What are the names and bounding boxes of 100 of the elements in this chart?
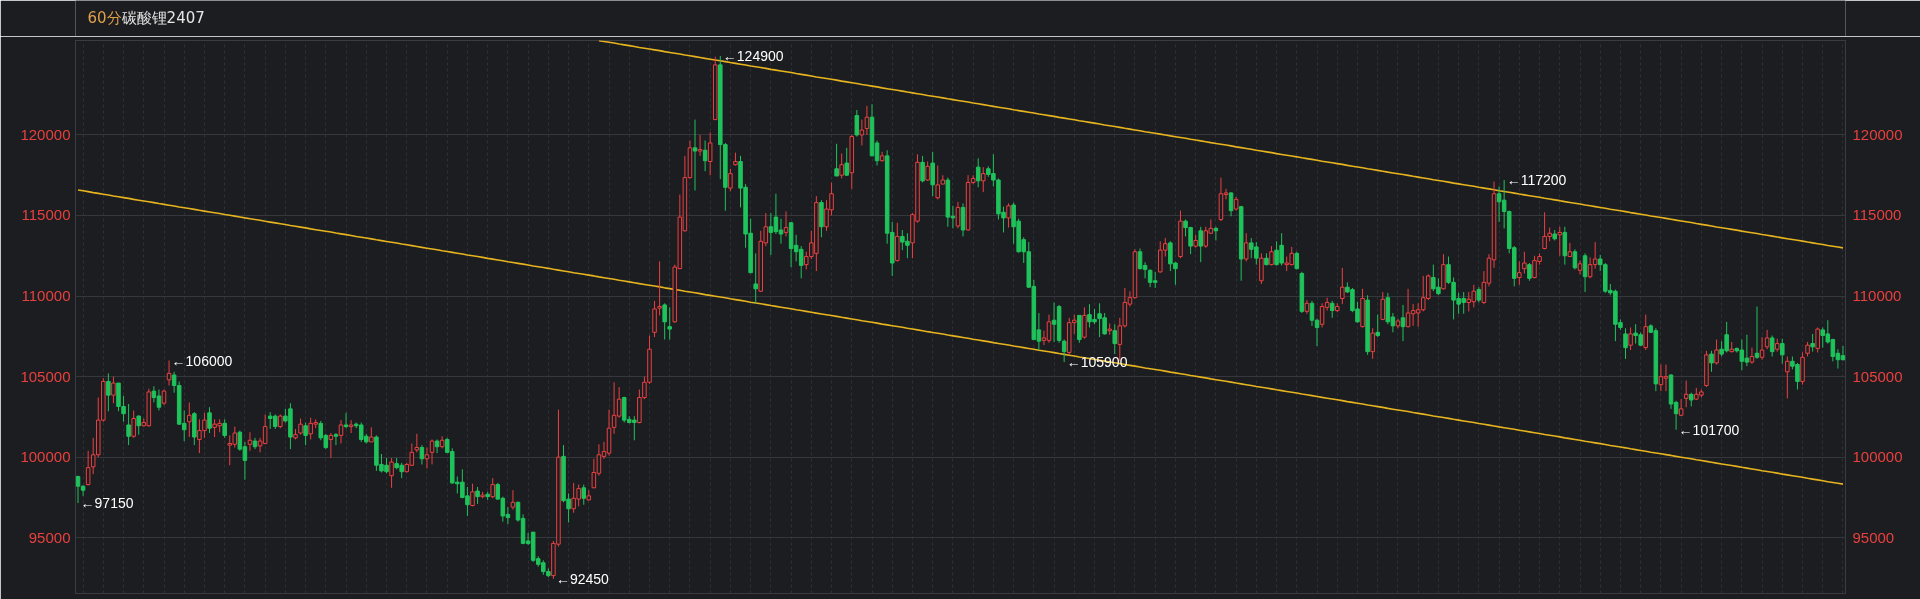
candlestick <box>222 418 227 439</box>
candlestick <box>702 140 708 172</box>
candlestick <box>783 210 789 237</box>
candlestick <box>930 151 935 197</box>
candlestick <box>753 252 758 304</box>
candlestick <box>429 438 435 465</box>
candlestick <box>247 431 253 452</box>
candlestick <box>697 134 703 157</box>
annotation: ←97150 <box>80 495 134 512</box>
candlestick <box>1759 336 1765 361</box>
candlestick <box>1522 251 1527 274</box>
candlestick <box>1213 226 1219 241</box>
candlestick <box>1678 398 1684 417</box>
candlestick <box>591 458 597 489</box>
candlestick <box>1780 338 1785 365</box>
y2-tick-label: 95000 <box>1852 528 1895 546</box>
y-tick-label: 110000 <box>21 287 71 305</box>
y2-tick-label: 115000 <box>1852 206 1902 224</box>
candlestick <box>1557 226 1563 257</box>
annotation: ←106000 <box>171 352 233 369</box>
candlestick <box>1785 355 1790 399</box>
candlestick <box>839 152 844 179</box>
candlestick <box>920 155 925 183</box>
candlestick <box>262 413 268 445</box>
candlestick <box>1259 252 1264 285</box>
candlestick <box>1769 335 1775 357</box>
candlestick <box>1754 306 1760 360</box>
candlestick <box>1375 314 1380 338</box>
y2-tick-label: 110000 <box>1852 287 1902 305</box>
candlestick <box>1309 300 1315 327</box>
candlestick <box>834 143 839 177</box>
candlestick <box>187 401 192 438</box>
candlestick <box>960 202 966 237</box>
candlestick <box>434 438 440 454</box>
candlestick <box>1466 291 1472 312</box>
candlestick <box>1749 347 1755 365</box>
candlestick <box>131 409 136 439</box>
candlestick <box>1228 191 1234 217</box>
candlestick <box>844 147 849 177</box>
candlestick <box>1517 260 1522 286</box>
candlestick <box>1764 329 1770 350</box>
candlestick <box>343 412 349 429</box>
candlestick <box>1658 364 1664 392</box>
y-tick-label: 120000 <box>20 125 71 143</box>
candlestick <box>106 372 111 412</box>
candlestick <box>859 119 865 146</box>
candlestick <box>728 168 733 192</box>
candlestick <box>126 403 131 446</box>
candlestick <box>424 447 430 469</box>
line-series <box>77 189 1844 485</box>
candlestick <box>1643 314 1649 351</box>
candlestick <box>1815 326 1820 353</box>
candlestick <box>1380 291 1386 321</box>
candlestick <box>1203 226 1209 249</box>
candlestick <box>1046 314 1052 344</box>
candlestick <box>662 302 667 341</box>
candlestick <box>925 161 930 182</box>
candlestick <box>136 414 141 436</box>
candlestick <box>692 119 698 192</box>
candlestick <box>419 444 425 465</box>
candlestick <box>1082 306 1087 340</box>
candlestick <box>955 201 961 229</box>
candlestick <box>328 432 334 459</box>
candlestick <box>1820 326 1826 349</box>
candlestick <box>667 306 672 341</box>
candlestick <box>303 422 308 446</box>
y-tick-label: 100000 <box>20 448 71 466</box>
candlestick <box>207 406 212 434</box>
y2-tick-label: 100000 <box>1852 448 1903 466</box>
candlestick <box>798 245 804 279</box>
candlestick <box>1340 267 1345 305</box>
line-series <box>598 40 1844 249</box>
annotation: ←92450 <box>555 570 610 587</box>
chart-subtitle: 60分 <box>87 8 122 27</box>
candlestick <box>1628 326 1633 351</box>
candlestick <box>980 166 986 193</box>
candlestick <box>707 132 713 176</box>
candlestick <box>1243 232 1249 262</box>
candlestick <box>414 433 420 453</box>
candlestick <box>1006 202 1011 229</box>
annotation: ←117200 <box>1506 172 1567 189</box>
candlestick <box>975 157 981 188</box>
candlestick <box>935 165 941 200</box>
candlestick <box>1061 339 1067 363</box>
candlestick <box>1683 380 1689 408</box>
candlestick <box>854 109 860 138</box>
candlestick <box>1112 323 1118 355</box>
y-tick-label: 95000 <box>28 528 71 546</box>
annotation: ←101700 <box>1678 421 1740 438</box>
candlestick <box>389 457 394 489</box>
y-tick-label: 115000 <box>21 206 71 224</box>
candlestick <box>1709 350 1714 373</box>
candlestick <box>338 419 344 444</box>
y2-tick-label: 120000 <box>1852 125 1903 143</box>
candlestick <box>510 489 516 511</box>
candlestick <box>490 477 495 499</box>
candlestick <box>1562 226 1568 266</box>
candlestick <box>333 432 339 446</box>
candlestick <box>348 419 354 434</box>
y2-tick-label: 105000 <box>1852 367 1903 385</box>
